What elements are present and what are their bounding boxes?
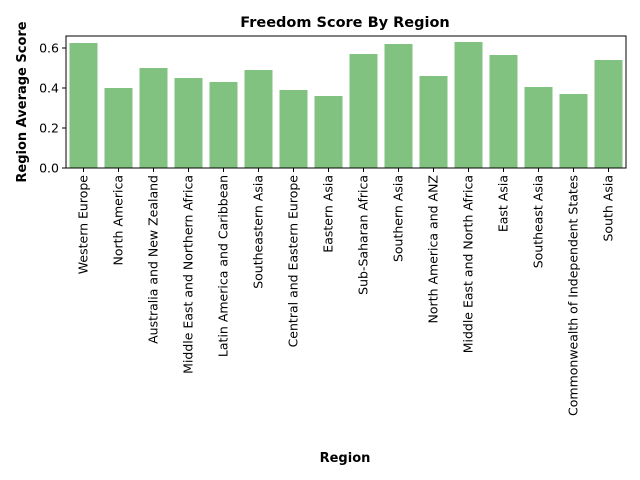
bar (244, 70, 273, 168)
x-tick-label: Middle East and Northern Africa (181, 175, 196, 374)
bar (384, 44, 413, 168)
bar (524, 87, 553, 168)
bar (69, 43, 98, 168)
bar (174, 78, 203, 168)
chart-title: Freedom Score By Region (240, 15, 450, 31)
x-tick-label: North America and ANZ (426, 175, 441, 323)
x-tick-label: Commonwealth of Independent States (566, 175, 581, 416)
bar (594, 60, 623, 168)
x-tick-label: Central and Eastern Europe (286, 175, 301, 348)
y-tick-label: 0.2 (39, 121, 59, 136)
x-axis-label: Region (320, 451, 371, 466)
bar (489, 55, 518, 168)
x-tick-label: Southeast Asia (531, 175, 546, 268)
bar (349, 54, 378, 168)
bar (104, 88, 133, 168)
x-tick-label: Eastern Asia (321, 175, 336, 253)
plot-frame (65, 35, 627, 169)
y-tick-label: 0.0 (39, 161, 59, 176)
bar (419, 76, 448, 168)
y-axis-ticks: 0.0 0.2 0.4 0.6 (39, 41, 66, 176)
bar (454, 42, 483, 168)
bar (209, 82, 238, 168)
x-tick-label: Australia and New Zealand (146, 175, 161, 344)
x-axis-ticks: Western Europe North America Australia and… (76, 168, 616, 416)
x-tick-label: Southern Asia (391, 175, 406, 262)
x-tick-label: Southeastern Asia (251, 175, 266, 289)
x-tick-label: East Asia (496, 175, 511, 232)
bar (279, 90, 308, 168)
y-tick-label: 0.4 (39, 81, 59, 96)
x-tick-label: Latin America and Caribbean (216, 175, 231, 357)
bar (139, 68, 168, 168)
x-tick-label: South Asia (601, 175, 616, 242)
x-tick-label: North America (111, 175, 126, 266)
y-tick-label: 0.6 (39, 41, 59, 56)
x-tick-label: Sub-Saharan Africa (356, 175, 371, 295)
y-axis-label: Region Average Score (15, 21, 30, 182)
bar (559, 94, 588, 168)
x-tick-label: Western Europe (76, 175, 91, 275)
x-tick-label: Middle East and North Africa (461, 175, 476, 353)
bars-group (69, 42, 623, 168)
bar (314, 96, 343, 168)
